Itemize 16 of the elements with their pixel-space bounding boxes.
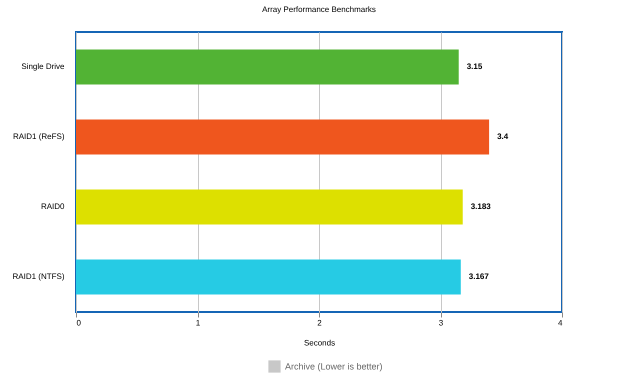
x-tick-label: 0 — [76, 318, 82, 328]
y-tick-label: Single Drive — [21, 62, 66, 71]
y-tick-label: RAID1 (NTFS) — [12, 272, 65, 281]
data-label: 3.183 — [470, 202, 492, 211]
data-label: 3.15 — [466, 62, 483, 71]
y-tick-label: RAID1 (ReFS) — [12, 132, 65, 141]
text: Archive (Lower is better) — [285, 362, 383, 372]
data-label: 3.4 — [497, 132, 509, 141]
y-tick-label: RAID0 — [40, 202, 66, 211]
x-tick-label: 4 — [558, 318, 564, 328]
x-tick-label: 1 — [196, 318, 201, 328]
chart-title: Array Performance Benchmarks — [262, 5, 376, 14]
x-tick-label: 3 — [438, 318, 444, 328]
data-label: 3.167 — [468, 272, 490, 281]
x-tick-label: 2 — [317, 318, 322, 328]
x-axis-title: Seconds — [304, 338, 336, 348]
